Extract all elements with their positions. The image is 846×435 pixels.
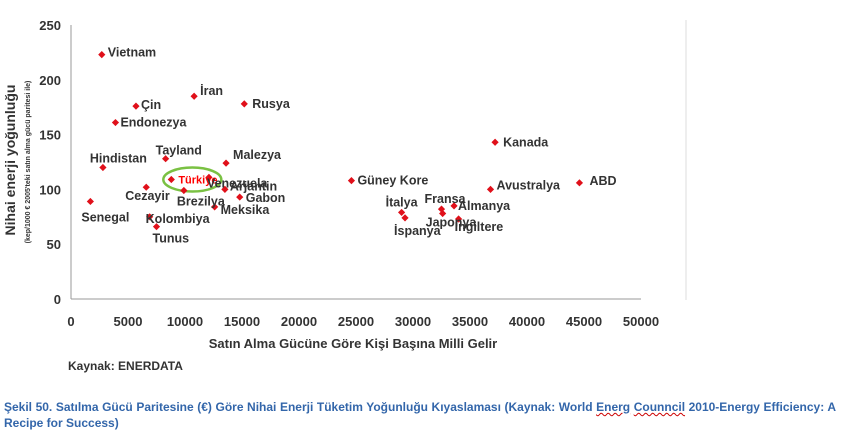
- caption-spellcheck-word: Energ: [596, 400, 631, 414]
- data-point-label: Güney Kore: [357, 174, 428, 188]
- x-tick-label: 0: [67, 314, 74, 329]
- data-point-label: Cezayir: [125, 189, 170, 203]
- data-point-label: İtalya: [386, 194, 419, 209]
- data-point-label: İngiltere: [455, 219, 504, 234]
- scatter-chart: 0 50 100 150 200 250 0 5000 10000 15000 20000 2500…: [2, 18, 687, 351]
- y-tick-label: 100: [39, 182, 61, 197]
- data-point-marker: [491, 138, 499, 146]
- data-point-label: Senegal: [81, 210, 129, 224]
- y-tick-label: 200: [39, 73, 61, 88]
- data-point-marker: [99, 163, 107, 172]
- data-point-label: Vietnam: [108, 46, 156, 60]
- caption-spellcheck-word: Counncil: [633, 400, 686, 414]
- data-point-label: Tayland: [156, 144, 202, 158]
- data-point-marker: [236, 193, 244, 201]
- data-point-marker: [167, 175, 175, 184]
- x-tick-label: 40000: [509, 314, 545, 329]
- x-tick-label: 15000: [224, 314, 260, 329]
- x-tick-label: 25000: [338, 314, 374, 329]
- x-tick-label: 35000: [452, 314, 488, 329]
- turkey-highlight-ellipse: [162, 166, 223, 193]
- data-point-marker: [486, 185, 495, 193]
- data-point-marker: [142, 183, 150, 191]
- x-tick-label: 50000: [623, 314, 659, 329]
- data-point-marker: [132, 102, 140, 110]
- y-axis-title: Nihai enerji yoğunluğu: [2, 85, 18, 236]
- data-point-label: Çin: [141, 98, 161, 112]
- data-point-marker: [152, 223, 161, 231]
- data-point-marker: [455, 215, 463, 223]
- data-point-label: Malezya: [233, 148, 282, 162]
- caption-text-end: 2010-Energy Efficiency: A Recipe for Suc…: [4, 400, 837, 430]
- source-note: Kaynak: ENERDATA: [68, 359, 183, 373]
- data-point-label: Brezilya: [177, 194, 226, 208]
- x-tick-label: 30000: [395, 314, 431, 329]
- data-points: [86, 50, 584, 231]
- caption-text-start: Şekil 50. Satılma Gücü Paritesine (€) Gö…: [4, 400, 597, 414]
- data-point-marker: [180, 186, 188, 195]
- y-tick-labels: 0 50 100 150 200 250: [39, 18, 61, 307]
- data-point-marker: [86, 197, 94, 206]
- data-point-label: Arjantin: [230, 179, 277, 193]
- data-point-marker: [190, 92, 198, 100]
- x-tick-labels: 0 5000 10000 15000 20000 25000 30000 35000 40000…: [67, 314, 659, 329]
- x-tick-label: 5000: [114, 314, 143, 329]
- y-tick-label: 0: [54, 292, 61, 307]
- data-point-marker: [398, 208, 406, 217]
- data-point-marker: [205, 173, 213, 181]
- data-point-marker: [450, 202, 458, 210]
- data-point-label: Hindistan: [90, 151, 147, 165]
- data-point-marker: [222, 159, 230, 167]
- data-point-marker: [146, 213, 154, 221]
- figure-caption: Şekil 50. Satılma Gücü Paritesine (€) Gö…: [4, 399, 836, 431]
- data-point-marker: [439, 209, 447, 218]
- data-point-marker: [211, 203, 219, 211]
- y-tick-label: 150: [39, 128, 61, 143]
- data-point-marker: [401, 214, 409, 222]
- data-point-label: Kolombiya: [146, 212, 211, 226]
- data-point-label: Japonya: [426, 216, 478, 230]
- data-point-label: Türkiye: [178, 175, 217, 187]
- data-point-label: Endonezya: [120, 116, 187, 130]
- data-point-marker: [98, 50, 106, 59]
- data-point-label: Fransa: [425, 192, 467, 206]
- data-point-label: Meksika: [221, 203, 271, 217]
- data-point-marker: [162, 155, 170, 163]
- data-point-marker: [575, 179, 584, 187]
- data-point-label: Almanya: [458, 199, 511, 213]
- x-axis-title: Satın Alma Gücüne Göre Kişi Başına Milli…: [209, 336, 497, 351]
- data-point-label: Tunus: [153, 232, 190, 246]
- x-tick-label: 10000: [167, 314, 203, 329]
- x-tick-label: 45000: [566, 314, 602, 329]
- point-labels: Vietnam İran Çin Rusya Endonezya Hindistan Tay…: [81, 46, 616, 246]
- data-point-marker: [221, 185, 229, 193]
- data-point-label: Rusya: [252, 97, 291, 111]
- data-point-marker: [347, 177, 356, 185]
- data-point-label: Gabon: [246, 191, 286, 205]
- data-point-label: ABD: [589, 174, 616, 188]
- data-point-label: İspanya: [394, 223, 442, 238]
- y-axis-subtitle: (kep/1000 € 2005'teki satın alma gücü pa…: [25, 81, 32, 244]
- data-point-label: İran: [200, 83, 223, 98]
- x-tick-label: 20000: [281, 314, 317, 329]
- data-point-marker: [240, 100, 248, 108]
- data-point-label: Venezuela: [207, 176, 268, 190]
- data-point-label: Kanada: [503, 135, 549, 149]
- y-tick-label: 50: [47, 237, 61, 252]
- y-tick-label: 250: [39, 18, 61, 33]
- data-point-marker: [111, 118, 120, 127]
- data-point-label: Avustralya: [497, 178, 562, 192]
